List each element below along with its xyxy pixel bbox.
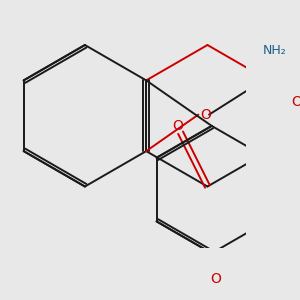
Text: O: O bbox=[201, 108, 212, 122]
Text: O: O bbox=[291, 94, 300, 109]
Text: NH₂: NH₂ bbox=[262, 44, 286, 57]
Text: O: O bbox=[172, 119, 183, 133]
Text: O: O bbox=[210, 272, 221, 286]
